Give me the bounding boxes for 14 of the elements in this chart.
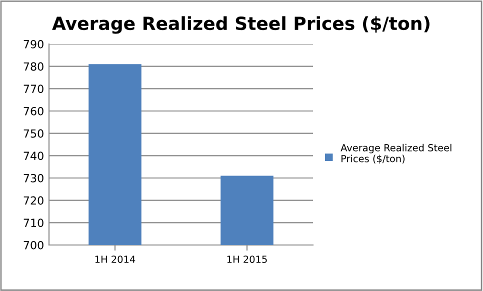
y-tick-label: 770 xyxy=(24,84,44,94)
legend-label: Average Realized Steel Prices ($/ton) xyxy=(340,144,452,164)
chart-title: Average Realized Steel Prices ($/ton) xyxy=(52,16,430,34)
y-tick-label: 720 xyxy=(24,196,44,205)
y-tick-label: 730 xyxy=(24,174,44,182)
y-tick-label: 700 xyxy=(24,240,44,250)
y-tick-label: 790 xyxy=(24,40,44,48)
y-tick-label: 740 xyxy=(24,152,44,160)
y-tick-label: 710 xyxy=(24,218,44,228)
y-tick-label: 760 xyxy=(24,106,44,116)
x-tick-label: 1H 2015 xyxy=(227,256,267,263)
x-tick-label: 1H 2014 xyxy=(95,256,136,263)
y-tick-label: 750 xyxy=(24,129,44,138)
y-tick-label: 780 xyxy=(24,62,44,71)
